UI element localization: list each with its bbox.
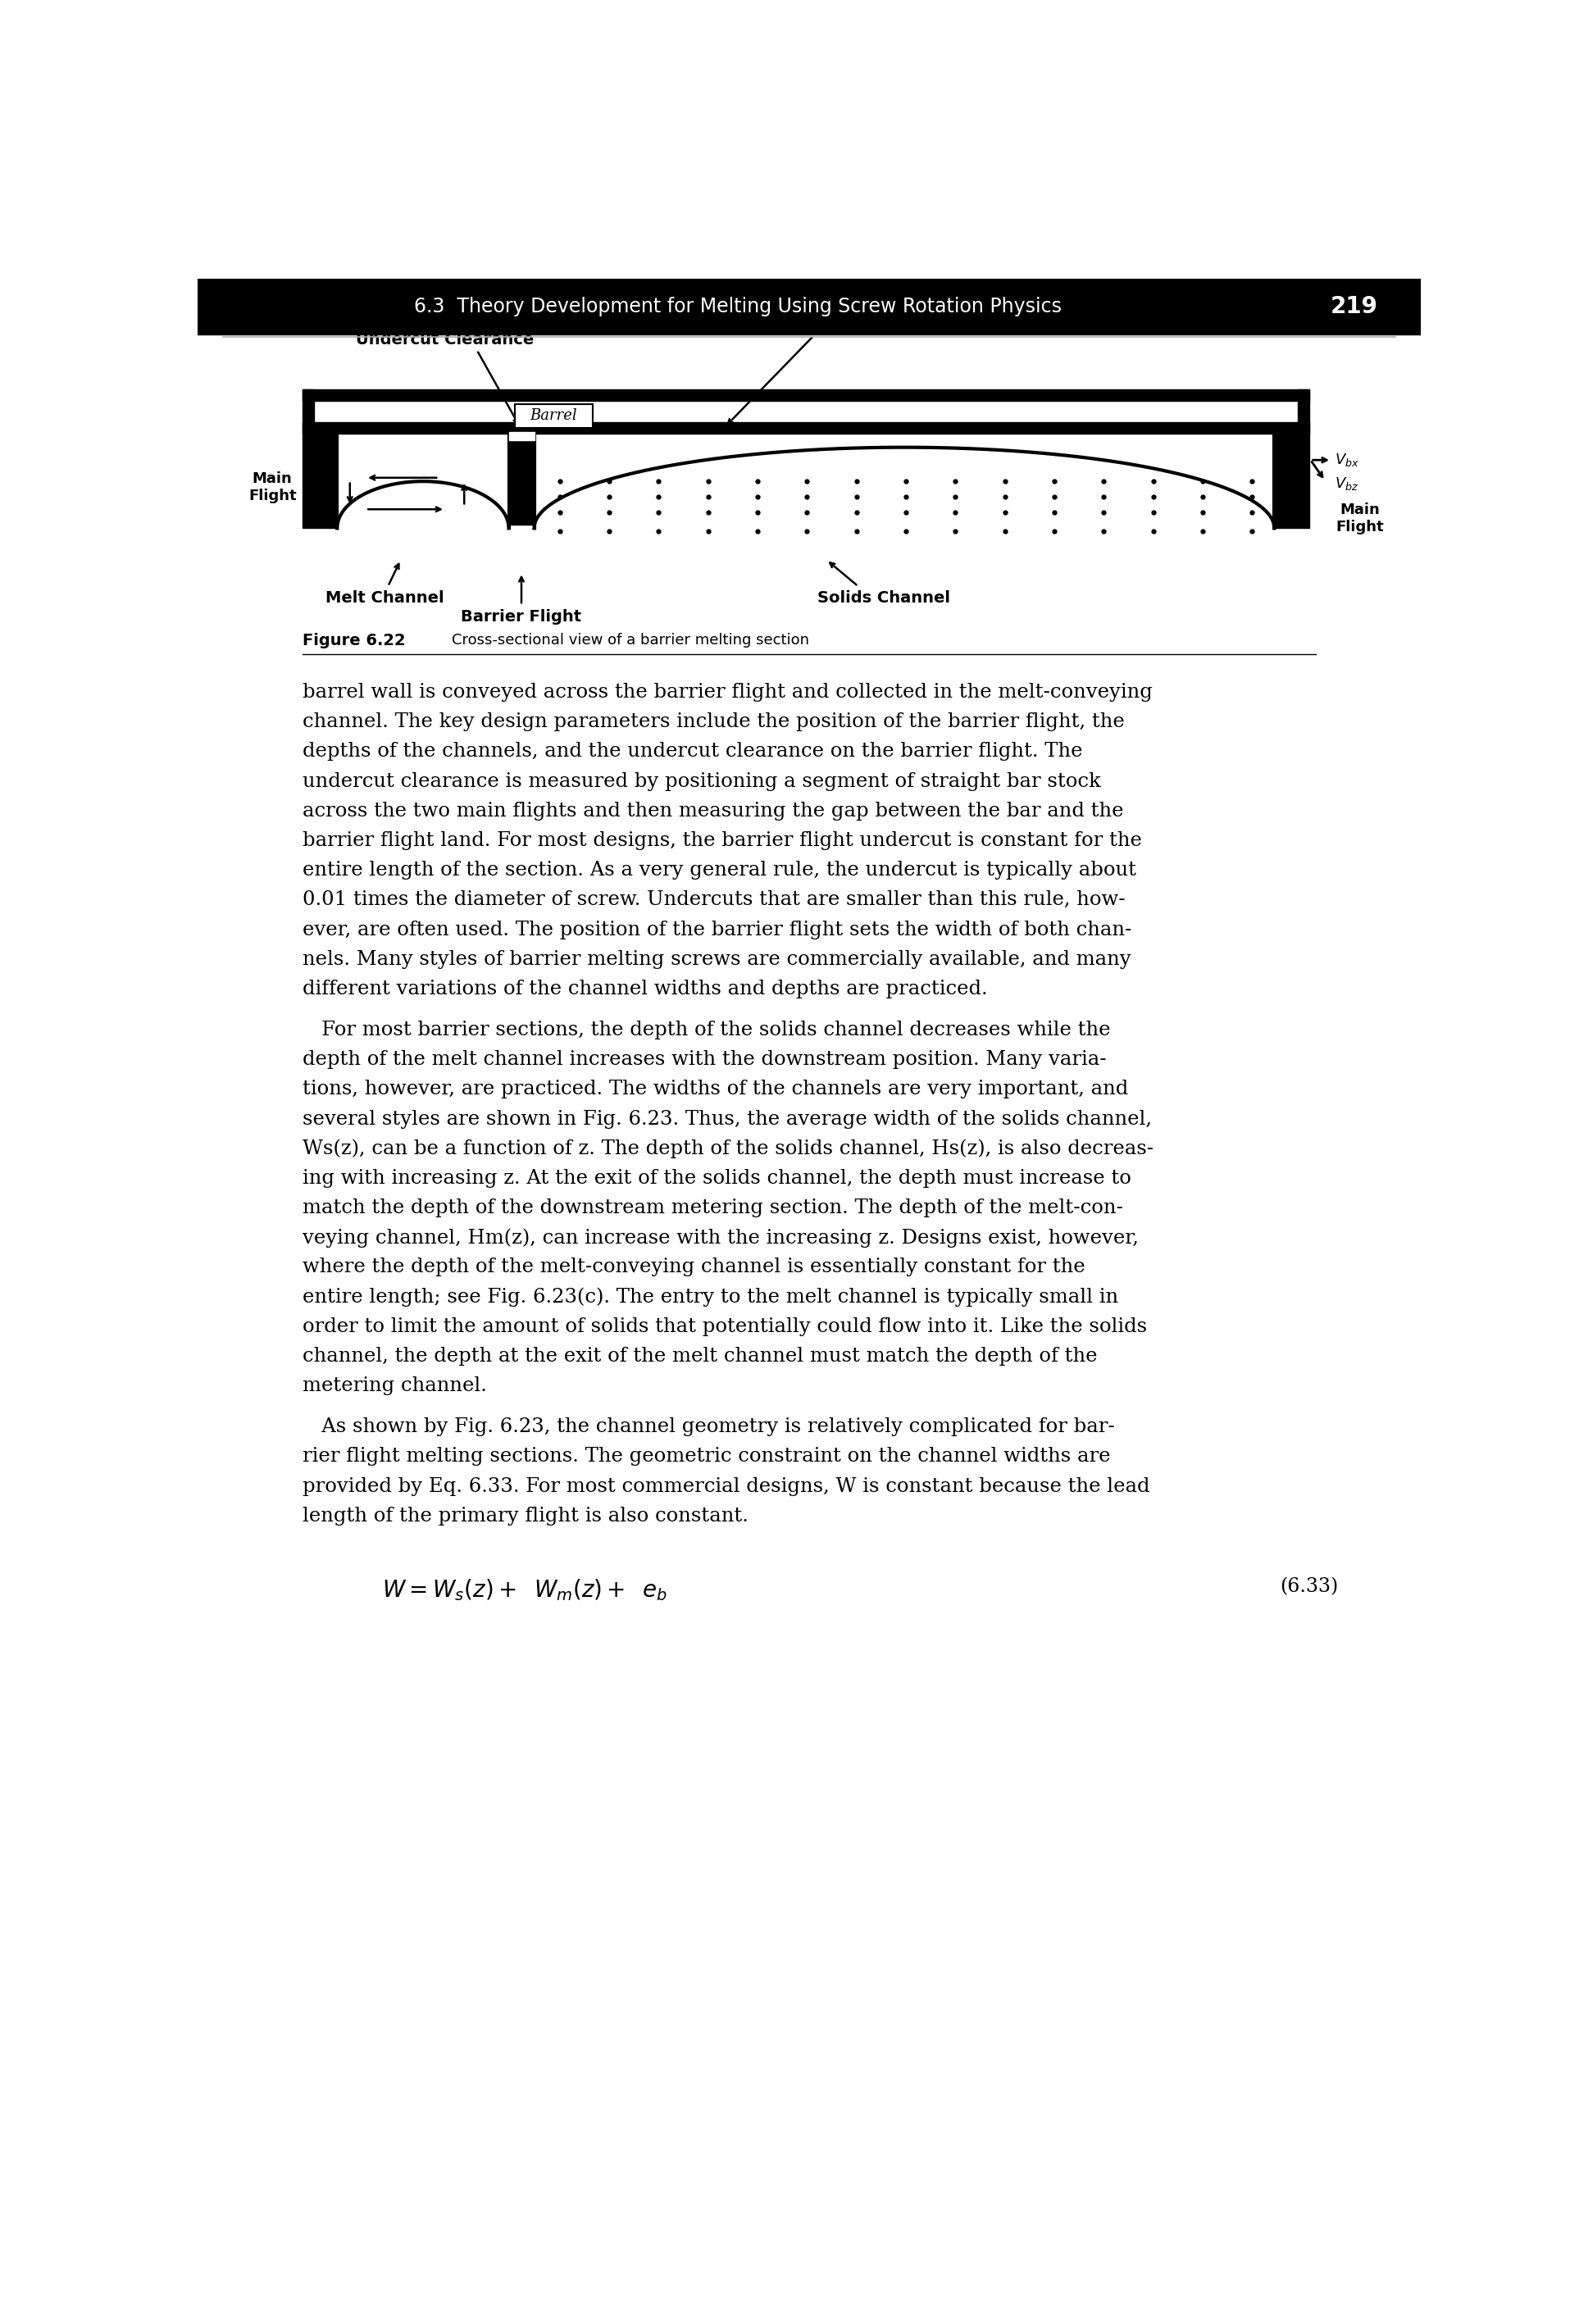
Text: Barrier Flight: Barrier Flight — [385, 318, 505, 335]
Bar — [197, 279, 1421, 335]
Text: ing with increasing z. At the exit of the solids channel, the depth must increas: ing with increasing z. At the exit of th… — [302, 1169, 1131, 1188]
Text: Cross-sectional view of a barrier melting section: Cross-sectional view of a barrier meltin… — [452, 632, 808, 648]
Text: depth of the melt channel increases with the downstream position. Many varia-: depth of the melt channel increases with… — [302, 1050, 1107, 1069]
Text: (6.33): (6.33) — [1281, 1578, 1339, 1597]
Text: entire length of the section. As a very general rule, the undercut is typically : entire length of the section. As a very … — [302, 860, 1135, 881]
Text: several styles are shown in Fig. 6.23. Thus, the average width of the solids cha: several styles are shown in Fig. 6.23. T… — [302, 1109, 1151, 1129]
Text: different variations of the channel widths and depths are practiced.: different variations of the channel widt… — [302, 978, 987, 999]
FancyBboxPatch shape — [515, 404, 592, 428]
Text: ever, are often used. The position of the barrier flight sets the width of both : ever, are often used. The position of th… — [302, 920, 1132, 939]
Text: Figure 6.22: Figure 6.22 — [302, 632, 406, 648]
Text: undercut clearance is measured by positioning a segment of straight bar stock: undercut clearance is measured by positi… — [302, 772, 1101, 790]
Text: Ws(z), can be a function of z. The depth of the solids channel, Hs(z), is also d: Ws(z), can be a function of z. The depth… — [302, 1139, 1153, 1157]
Bar — [302, 390, 1309, 400]
Text: match the depth of the downstream metering section. The depth of the melt-con-: match the depth of the downstream meteri… — [302, 1199, 1123, 1218]
Text: rier flight melting sections. The geometric constraint on the channel widths are: rier flight melting sections. The geomet… — [302, 1448, 1110, 1466]
Text: Barrel: Barrel — [531, 409, 578, 423]
Text: Solids Channel: Solids Channel — [818, 590, 951, 607]
Text: 6.3  Theory Development for Melting Using Screw Rotation Physics: 6.3 Theory Development for Melting Using… — [414, 297, 1061, 316]
Text: where the depth of the melt-conveying channel is essentially constant for the: where the depth of the melt-conveying ch… — [302, 1257, 1085, 1276]
Text: entire length; see Fig. 6.23(c). The entry to the melt channel is typically smal: entire length; see Fig. 6.23(c). The ent… — [302, 1287, 1118, 1306]
Text: veying channel, Hm(z), can increase with the increasing z. Designs exist, howeve: veying channel, Hm(z), can increase with… — [302, 1227, 1138, 1248]
Text: depths of the channels, and the undercut clearance on the barrier flight. The: depths of the channels, and the undercut… — [302, 741, 1082, 760]
Text: tions, however, are practiced. The widths of the channels are very important, an: tions, however, are practiced. The width… — [302, 1081, 1127, 1099]
Text: $W = W_s(z) + \;\; W_m(z) + \;\; e_b$: $W = W_s(z) + \;\; W_m(z) + \;\; e_b$ — [382, 1578, 666, 1604]
Text: channel, the depth at the exit of the melt channel must match the depth of the: channel, the depth at the exit of the me… — [302, 1348, 1097, 1367]
Text: 0.01 times the diameter of screw. Undercuts that are smaller than this rule, how: 0.01 times the diameter of screw. Underc… — [302, 890, 1124, 909]
Text: Main
Flight: Main Flight — [1336, 502, 1385, 535]
Text: channel. The key design parameters include the position of the barrier flight, t: channel. The key design parameters inclu… — [302, 713, 1124, 732]
Text: $V_{bz}$: $V_{bz}$ — [1334, 476, 1358, 493]
Bar — [1274, 435, 1309, 528]
Text: Undercut Clearance: Undercut Clearance — [357, 332, 534, 349]
Text: Melt Film: Melt Film — [797, 318, 881, 335]
Bar — [302, 390, 314, 435]
Text: order to limit the amount of solids that potentially could flow into it. Like th: order to limit the amount of solids that… — [302, 1318, 1146, 1336]
Bar — [302, 435, 338, 528]
Text: For most barrier sections, the depth of the solids channel decreases while the: For most barrier sections, the depth of … — [302, 1020, 1110, 1039]
Bar — [508, 439, 534, 525]
Text: barrier flight land. For most designs, the barrier flight undercut is constant f: barrier flight land. For most designs, t… — [302, 832, 1142, 851]
Text: length of the primary flight is also constant.: length of the primary flight is also con… — [302, 1506, 748, 1525]
Text: Main
Flight: Main Flight — [248, 472, 297, 502]
Bar — [302, 423, 1309, 435]
Bar — [1298, 390, 1309, 435]
Text: As shown by Fig. 6.23, the channel geometry is relatively complicated for bar-: As shown by Fig. 6.23, the channel geome… — [302, 1418, 1115, 1436]
Text: barrel wall is conveyed across the barrier flight and collected in the melt-conv: barrel wall is conveyed across the barri… — [302, 683, 1153, 702]
Text: Barrier Flight: Barrier Flight — [461, 609, 581, 625]
Text: metering channel.: metering channel. — [302, 1376, 486, 1394]
Text: nels. Many styles of barrier melting screws are commercially available, and many: nels. Many styles of barrier melting scr… — [302, 951, 1131, 969]
Text: 219: 219 — [1330, 295, 1377, 318]
Text: across the two main flights and then measuring the gap between the bar and the: across the two main flights and then mea… — [302, 802, 1123, 820]
Text: Melt Channel: Melt Channel — [325, 590, 444, 607]
Text: $V_{bx}$: $V_{bx}$ — [1334, 451, 1360, 467]
Bar — [508, 432, 534, 439]
Text: provided by Eq. 6.33. For most commercial designs, W is constant because the lea: provided by Eq. 6.33. For most commercia… — [302, 1478, 1150, 1497]
